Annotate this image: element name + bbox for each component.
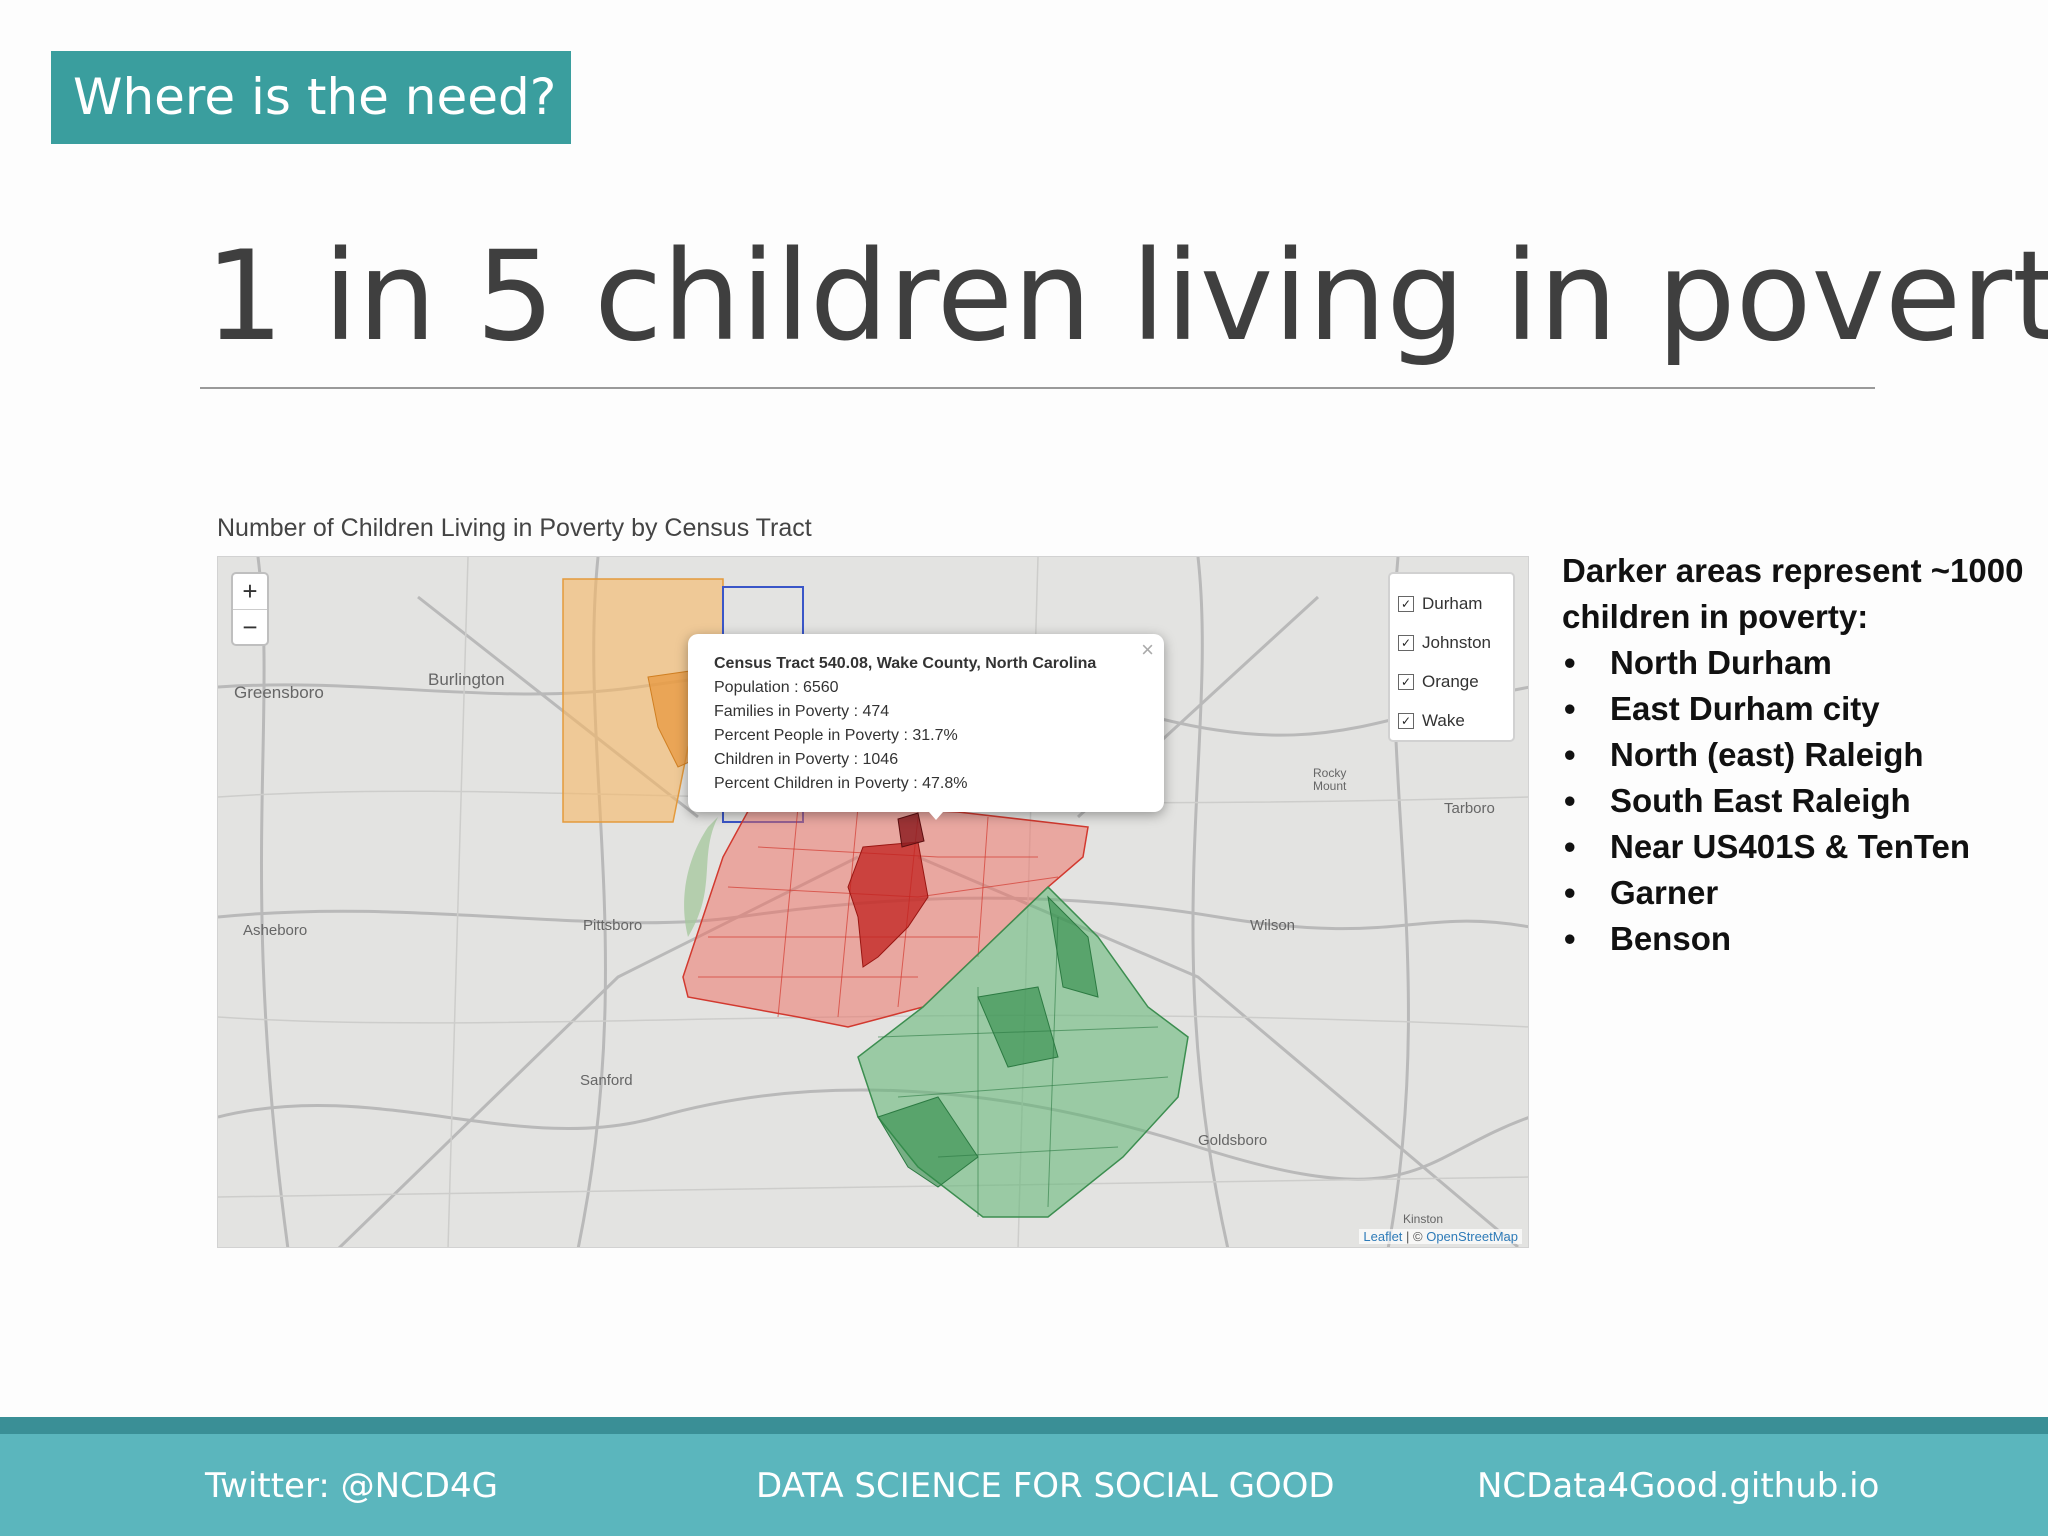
- slide-title: 1 in 5 children living in poverty: [205, 225, 2048, 369]
- popup-close-button[interactable]: ×: [1141, 637, 1154, 662]
- section-tag: Where is the need?: [51, 51, 571, 144]
- zoom-out-button[interactable]: −: [242, 612, 258, 642]
- notes-intro: Darker areas represent ~1000 children in…: [1562, 552, 2024, 635]
- checkbox-icon[interactable]: ✓: [1398, 595, 1414, 612]
- map-attribution: Leaflet | © OpenStreetMap: [1359, 1229, 1522, 1244]
- zoom-control: + −: [231, 572, 269, 646]
- popup-title: Census Tract 540.08, Wake County, North …: [714, 655, 1097, 672]
- layer-johnston[interactable]: ✓ Johnston: [1398, 623, 1505, 662]
- layer-orange[interactable]: ✓ Orange: [1398, 662, 1505, 701]
- checkbox-icon[interactable]: ✓: [1398, 712, 1414, 729]
- attribution-separator: | ©: [1402, 1229, 1427, 1244]
- list-item: North (east) Raleigh: [1562, 732, 2032, 778]
- popup-line-percent-people: Percent People in Poverty : 31.7%: [714, 727, 958, 744]
- popup-line-families: Families in Poverty : 474: [714, 703, 890, 720]
- list-item: East Durham city: [1562, 686, 2032, 732]
- checkbox-icon[interactable]: ✓: [1398, 673, 1414, 690]
- popup-line-children: Children in Poverty : 1046: [714, 751, 899, 768]
- wake-tract-lines: [698, 806, 1059, 1018]
- town-goldsboro: Goldsboro: [1198, 1132, 1268, 1149]
- leaflet-link[interactable]: Leaflet: [1363, 1229, 1403, 1244]
- layer-wake[interactable]: ✓ Wake: [1398, 701, 1505, 740]
- town-kinston: Kinston: [1403, 1212, 1444, 1226]
- town-pittsboro: Pittsboro: [583, 917, 643, 934]
- layer-control: ✓ Durham ✓ Johnston ✓ Orange ✓ Wake: [1388, 572, 1515, 742]
- layer-durham[interactable]: ✓ Durham: [1398, 584, 1505, 623]
- selected-tract[interactable]: [897, 812, 925, 848]
- openstreetmap-link[interactable]: OpenStreetMap: [1426, 1229, 1518, 1244]
- layer-label: Orange: [1422, 671, 1479, 691]
- town-burlington: Burlington: [428, 670, 505, 689]
- popup-line-population: Population : 6560: [714, 679, 839, 696]
- layer-label: Durham: [1422, 593, 1483, 613]
- notes-panel: Darker areas represent ~1000 children in…: [1562, 548, 2032, 962]
- list-item: North Durham: [1562, 640, 2032, 686]
- zoom-in-button[interactable]: +: [233, 574, 267, 610]
- tract-popup: × Census Tract 540.08, Wake County, Nort…: [688, 634, 1164, 812]
- title-divider: [200, 387, 1875, 389]
- footer-twitter: Twitter: @NCD4G: [205, 1466, 498, 1506]
- notes-list: North Durham East Durham city North (eas…: [1562, 640, 2032, 962]
- footer-website: NCData4Good.github.io: [1477, 1466, 1880, 1506]
- johnston-dark-tracts[interactable]: [877, 895, 1099, 1188]
- johnston-tract-lines: [877, 916, 1169, 1217]
- list-item: Garner: [1562, 870, 2032, 916]
- town-wilson: Wilson: [1250, 917, 1296, 934]
- layer-label: Wake: [1422, 710, 1465, 730]
- town-rocky-mount: Rocky Mount: [1313, 766, 1347, 793]
- popup-line-percent-children: Percent Children in Poverty : 47.8%: [714, 775, 968, 792]
- poverty-map[interactable]: + − ✓ Durham ✓ Johnston ✓ Orange ✓ Wake Gree…: [217, 556, 1529, 1248]
- checkbox-icon[interactable]: ✓: [1398, 634, 1414, 651]
- list-item: Near US401S & TenTen: [1562, 824, 2032, 870]
- footer: Twitter: @NCD4G DATA SCIENCE FOR SOCIAL …: [0, 1434, 2048, 1536]
- layer-label: Johnston: [1422, 632, 1491, 652]
- footer-stripe: [0, 1417, 2048, 1434]
- town-asheboro: Asheboro: [243, 922, 308, 939]
- list-item: Benson: [1562, 916, 2032, 962]
- lake-water: [684, 817, 718, 937]
- town-sanford: Sanford: [580, 1072, 633, 1089]
- town-tarboro: Tarboro: [1444, 800, 1495, 817]
- map-caption: Number of Children Living in Poverty by …: [217, 514, 812, 542]
- popup-tip: [922, 804, 950, 820]
- town-greensboro: Greensboro: [234, 683, 324, 702]
- footer-center-text: DATA SCIENCE FOR SOCIAL GOOD: [756, 1466, 1335, 1506]
- raleigh-dark-tracts[interactable]: [847, 841, 929, 968]
- list-item: South East Raleigh: [1562, 778, 2032, 824]
